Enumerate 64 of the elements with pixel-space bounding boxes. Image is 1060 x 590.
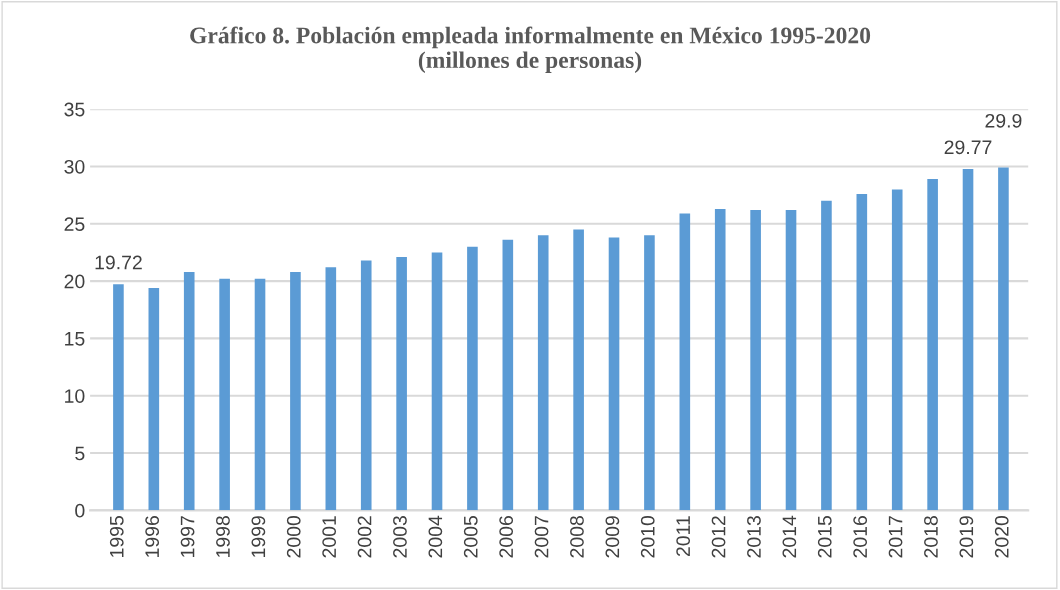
x-tick-label: 2017 [888, 516, 903, 558]
x-tick-label: 2003 [393, 516, 407, 558]
x-tick-label: 2020 [994, 515, 1009, 558]
x-tick-label: 1996 [145, 516, 160, 557]
bar [254, 278, 266, 511]
x-tick-label: 2019 [959, 516, 974, 558]
y-tick-label: 20 [64, 274, 85, 289]
bar [891, 189, 903, 511]
bar [998, 167, 1009, 511]
y-tick-label: 25 [64, 217, 85, 232]
y-tick-label: 5 [75, 446, 85, 461]
bar [183, 271, 195, 511]
x-tick-label: 2009 [605, 516, 620, 558]
chart-title: Gráfico 8. Población empleada informalmente en México 1995-2020 (millones de personas) [190, 26, 871, 73]
x-tick-label: 1995 [109, 516, 124, 557]
y-tick-label: 30 [64, 159, 85, 174]
bar [785, 210, 797, 511]
x-tick-label: 1997 [180, 516, 195, 557]
x-tick-label: 2005 [463, 516, 478, 558]
bar [148, 287, 160, 511]
data-label: 19.72 [95, 255, 142, 270]
x-tick-label: 2012 [711, 516, 726, 558]
x-tick-label: 2000 [286, 515, 301, 558]
bar [856, 193, 868, 511]
bar [644, 235, 655, 511]
bar [219, 278, 230, 511]
x-tick-label: 1998 [216, 516, 230, 557]
bar [573, 229, 584, 511]
x-tick-label: 2006 [499, 516, 514, 558]
x-tick-label: 2013 [747, 516, 761, 558]
bar [821, 200, 832, 511]
bar [750, 210, 761, 511]
bar [679, 213, 691, 511]
x-tick-label: 2010 [640, 515, 655, 558]
bar [113, 284, 124, 511]
y-tick-label: 35 [64, 102, 85, 117]
bar [962, 169, 974, 511]
x-tick-label: 2007 [534, 516, 549, 558]
x-tick-label: 2002 [357, 516, 372, 558]
bar [608, 237, 620, 511]
y-tick-label: 0 [75, 503, 85, 518]
bar [537, 235, 549, 511]
x-tick-label: 2018 [924, 516, 938, 558]
x-tick-label: 2015 [817, 516, 832, 558]
x-tick-label: 2008 [570, 516, 584, 558]
bar [467, 246, 478, 511]
bar [714, 208, 726, 511]
x-tick-label: 2014 [782, 515, 797, 558]
data-label: 29.77 [944, 140, 992, 155]
bar [431, 252, 443, 511]
x-tick-label: 2001 [322, 516, 337, 558]
bar [396, 257, 407, 511]
x-tick-label: 2011 [676, 516, 691, 557]
bar [325, 267, 337, 511]
y-tick-label: 15 [65, 332, 85, 346]
bar [290, 271, 301, 511]
y-tick-label: 10 [65, 389, 85, 403]
data-label: 29.9 [985, 113, 1022, 128]
x-tick-label: 2004 [428, 515, 443, 558]
bar [502, 239, 514, 511]
x-tick-label: 2016 [853, 516, 868, 558]
x-tick-label: 1999 [251, 516, 266, 557]
bar [360, 260, 372, 511]
bar [927, 179, 938, 511]
